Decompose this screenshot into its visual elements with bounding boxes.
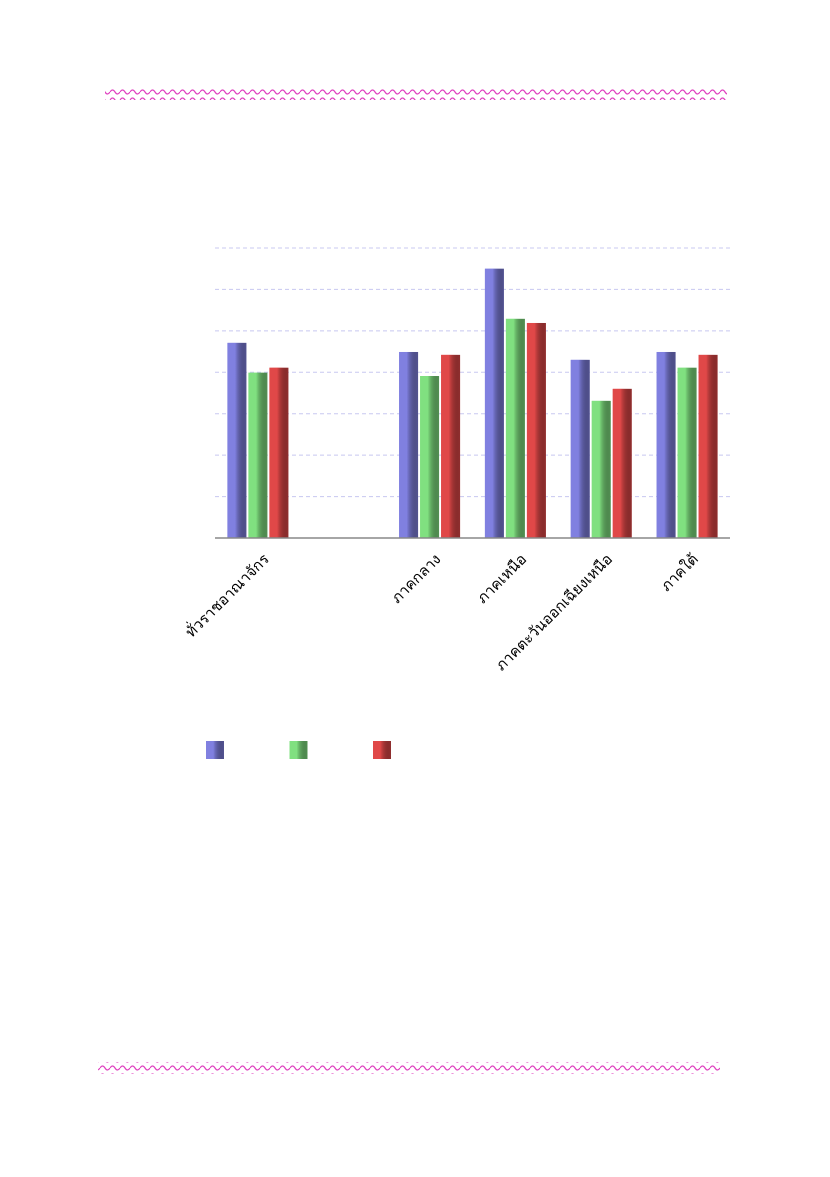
x-tick-label: ภาคใต้ — [657, 550, 702, 595]
chart: ทั่วราชอาณาจักร ภาคกลาง ภาคเหนือภาคตะวันออ… — [180, 247, 730, 759]
top-border — [105, 88, 727, 100]
x-tick-label: ภาคกลาง — [388, 550, 445, 607]
bottom-border — [98, 1062, 720, 1074]
x-tick-label: ทั่วราชอาณาจักร — [180, 549, 272, 641]
x-tick-label: ภาคเหนือ — [473, 550, 530, 607]
